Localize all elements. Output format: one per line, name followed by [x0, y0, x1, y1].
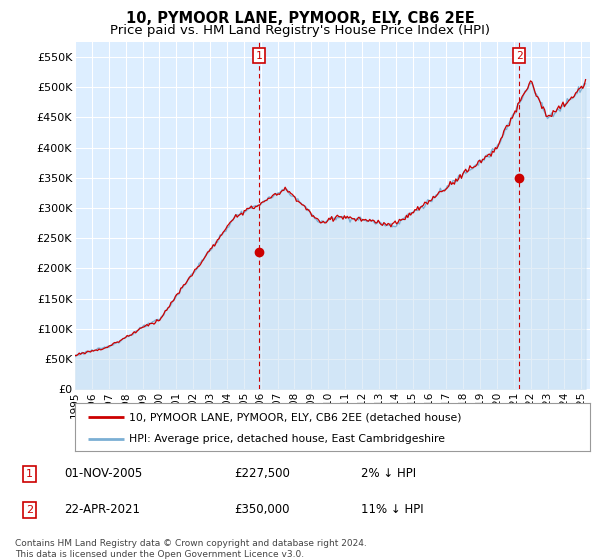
Text: 22-APR-2021: 22-APR-2021: [64, 503, 140, 516]
Text: 2% ↓ HPI: 2% ↓ HPI: [361, 467, 416, 480]
Text: HPI: Average price, detached house, East Cambridgeshire: HPI: Average price, detached house, East…: [129, 434, 445, 444]
Text: Price paid vs. HM Land Registry's House Price Index (HPI): Price paid vs. HM Land Registry's House …: [110, 24, 490, 36]
Text: 2: 2: [516, 50, 523, 60]
Text: 10, PYMOOR LANE, PYMOOR, ELY, CB6 2EE: 10, PYMOOR LANE, PYMOOR, ELY, CB6 2EE: [125, 11, 475, 26]
Text: 10, PYMOOR LANE, PYMOOR, ELY, CB6 2EE (detached house): 10, PYMOOR LANE, PYMOOR, ELY, CB6 2EE (d…: [129, 413, 461, 422]
Text: £227,500: £227,500: [234, 467, 290, 480]
Text: 11% ↓ HPI: 11% ↓ HPI: [361, 503, 423, 516]
Text: 1: 1: [256, 50, 263, 60]
Text: Contains HM Land Registry data © Crown copyright and database right 2024.
This d: Contains HM Land Registry data © Crown c…: [15, 539, 367, 559]
Text: 01-NOV-2005: 01-NOV-2005: [64, 467, 142, 480]
Text: 1: 1: [26, 469, 33, 479]
Text: £350,000: £350,000: [234, 503, 289, 516]
Text: 2: 2: [26, 505, 33, 515]
